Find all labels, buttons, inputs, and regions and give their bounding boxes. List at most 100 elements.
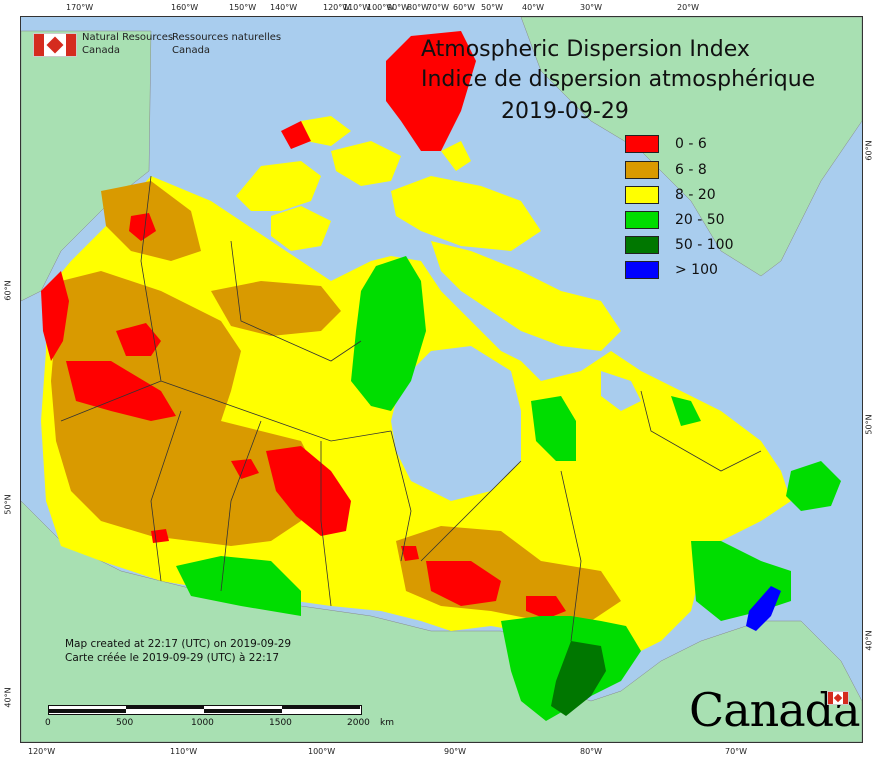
tick-bottom-3: 90°W [444, 747, 467, 756]
tick-top-12: 40°W [522, 3, 545, 12]
red-ontario [426, 561, 501, 606]
agency-en: Natural Resources Canada [82, 31, 173, 57]
tick-top-0: 170°W [66, 3, 94, 12]
arctic-island-4 [391, 176, 541, 251]
tick-top-11: 50°W [481, 3, 504, 12]
tick-top-9: 70°W [427, 3, 450, 12]
legend-swatch-5 [625, 261, 659, 279]
agency-en-line1: Natural Resources [82, 32, 174, 43]
tick-right-2: 40°N [864, 630, 874, 651]
legend-label-4: 50 - 100 [675, 237, 734, 253]
legend-item-5: > 100 [625, 261, 718, 279]
ungava-bay [601, 371, 641, 411]
alaska-land [21, 30, 152, 302]
arctic-island-3 [331, 141, 401, 186]
map-canvas [21, 17, 862, 742]
red-saskatchewan [266, 446, 351, 536]
green-labrador-coast [671, 396, 701, 426]
agency-fr-line1: Ressources naturelles [172, 32, 282, 43]
hudson-bay [391, 346, 521, 501]
scale-unit: km [380, 718, 394, 728]
tick-bottom-4: 80°W [580, 747, 603, 756]
agency-fr: Ressources naturelles Canada [172, 31, 281, 57]
red-mackenzie [116, 323, 161, 356]
scale-label-2: 1000 [191, 718, 214, 728]
red-arctic-small [281, 121, 311, 149]
legend-swatch-1 [625, 161, 659, 179]
nrc-flag [33, 33, 77, 57]
arctic-island-2 [271, 206, 331, 251]
tick-bottom-0: 120°W [28, 747, 56, 756]
legend-item-4: 50 - 100 [625, 236, 734, 254]
tick-top-3: 140°W [270, 3, 298, 12]
agency-en-line2: Canada [82, 45, 121, 56]
legend-item-1: 6 - 8 [625, 161, 707, 179]
orange-bc-alberta [51, 271, 321, 546]
red-alberta-spot [231, 459, 259, 479]
red-bc-coast [66, 361, 176, 421]
tick-left-0: 60°N [3, 280, 13, 301]
scale-label-1: 500 [116, 718, 134, 728]
red-spot-1 [401, 546, 419, 561]
provincial-boundaries [60, 175, 762, 642]
green-prairies [176, 556, 301, 616]
wordmark-flag-icon [827, 691, 849, 705]
legend: 0 - 6 6 - 8 8 - 20 20 - 50 50 - 100 > 10… [625, 135, 825, 295]
tick-top-8: 80°W [407, 3, 430, 12]
legend-item-0: 0 - 6 [625, 135, 707, 153]
red-nw-spot [129, 213, 156, 241]
title-line1: Atmospheric Dispersion Index [421, 37, 750, 62]
arctic-island-1 [236, 161, 321, 211]
tick-top-6: 100°W [367, 3, 395, 12]
green-quebec-north [531, 396, 576, 461]
title-line2: Indice de dispersion atmosphérique [421, 67, 816, 92]
tick-top-5: 110°W [343, 3, 371, 12]
legend-label-3: 20 - 50 [675, 212, 725, 228]
map-credit: Map created at 22:17 (UTC) on 2019-09-29… [65, 637, 291, 665]
legend-label-2: 8 - 20 [675, 187, 716, 203]
legend-swatch-0 [625, 135, 659, 153]
tick-top-14: 20°W [677, 3, 700, 12]
tick-top-1: 160°W [171, 3, 199, 12]
arctic-island-7 [441, 141, 471, 171]
red-ontario-2 [526, 596, 566, 619]
red-yukon-coast [41, 271, 69, 361]
tick-top-4: 120°W [323, 3, 351, 12]
tick-bottom-5: 70°W [725, 747, 748, 756]
tick-bottom-1: 110°W [170, 747, 198, 756]
scale-label-0: 0 [45, 718, 51, 728]
red-ellesmere [386, 31, 476, 151]
green-nunavut [351, 256, 426, 411]
green-newfoundland [786, 461, 841, 511]
legend-swatch-4 [625, 236, 659, 254]
tick-top-2: 150°W [229, 3, 257, 12]
greenland-land [520, 17, 862, 277]
legend-label-0: 0 - 6 [675, 136, 707, 152]
credit-en: Map created at 22:17 (UTC) on 2019-09-29 [65, 638, 292, 650]
arctic-island-5 [431, 241, 621, 351]
tick-left-2: 40°N [3, 687, 13, 708]
legend-label-5: > 100 [675, 262, 718, 278]
legend-swatch-2 [625, 186, 659, 204]
blue-nova-scotia [746, 586, 781, 631]
tick-bottom-2: 100°W [308, 747, 336, 756]
scale-label-4: 2000 [347, 718, 370, 728]
red-spot-2 [151, 529, 169, 543]
arctic-island-6 [301, 116, 351, 146]
darkgreen-ontario [551, 641, 606, 716]
tick-top-10: 60°W [453, 3, 476, 12]
tick-right-0: 60°N [864, 140, 874, 161]
legend-item-3: 20 - 50 [625, 211, 725, 229]
legend-label-1: 6 - 8 [675, 162, 707, 178]
tick-top-13: 30°W [580, 3, 603, 12]
tick-right-1: 50°N [864, 414, 874, 435]
credit-fr: Carte créée le 2019-09-29 (UTC) à 22:17 [65, 652, 280, 664]
tick-top-7: 90°W [387, 3, 410, 12]
map-frame: Natural Resources Canada Ressources natu… [20, 16, 863, 743]
legend-item-2: 8 - 20 [625, 186, 716, 204]
scale-label-3: 1500 [269, 718, 292, 728]
tick-left-1: 50°N [3, 494, 13, 515]
title-date: 2019-09-29 [501, 99, 629, 124]
legend-swatch-3 [625, 211, 659, 229]
agency-fr-line2: Canada [172, 45, 211, 56]
